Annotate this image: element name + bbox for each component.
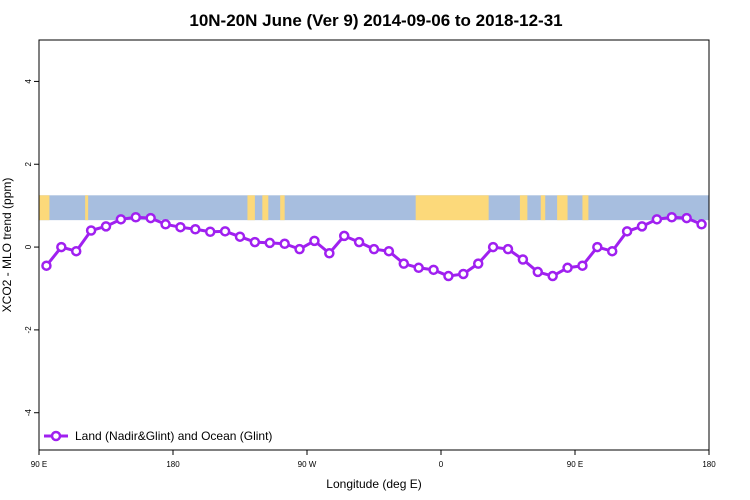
data-point — [219, 226, 231, 237]
map-band-land — [39, 195, 50, 221]
data-point — [190, 224, 201, 235]
x-tick-label: 90 E — [567, 460, 583, 469]
axes: 90 E 180 90 W 0 90 E 180 -4 -2 0 2 4 — [24, 79, 716, 469]
data-point — [85, 225, 97, 236]
data-point — [264, 237, 276, 249]
data-point — [309, 235, 320, 247]
y-axis-label: XCO2 - MLO trend (ppm) — [0, 178, 14, 313]
data-point — [428, 264, 439, 276]
data-point — [249, 236, 261, 248]
x-tick-label: 90 W — [298, 460, 317, 469]
data-point — [70, 245, 82, 257]
data-point — [696, 219, 707, 230]
data-point — [636, 221, 648, 232]
x-axis-label: Longitude (deg E) — [326, 477, 421, 491]
data-point — [592, 241, 603, 253]
map-band-land — [247, 195, 255, 221]
map-band-land — [540, 195, 546, 221]
map-band-land — [262, 195, 269, 221]
data-point — [160, 219, 171, 230]
map-band-land — [557, 195, 568, 221]
map-band-land — [85, 195, 89, 221]
data-point — [41, 260, 52, 271]
data-point — [294, 243, 305, 255]
data-point — [413, 262, 424, 274]
x-tick-label: 90 E — [31, 460, 47, 469]
series-layer — [41, 212, 707, 282]
data-point — [606, 245, 618, 257]
map-band-land — [415, 195, 489, 221]
plot-frame — [38, 39, 710, 451]
x-tick-label: 180 — [702, 460, 716, 469]
data-point — [487, 241, 499, 253]
x-tick-label: 0 — [439, 460, 444, 469]
y-tick-label: 2 — [24, 161, 33, 166]
legend-label: Land (Nadir&Glint) and Ocean (Glint) — [75, 429, 272, 443]
data-point — [502, 243, 514, 255]
data-point — [234, 231, 246, 242]
legend: Land (Nadir&Glint) and Ocean (Glint) — [44, 429, 272, 443]
chart-title: 10N-20N June (Ver 9) 2014-09-06 to 2018-… — [189, 11, 562, 30]
data-point — [383, 245, 395, 257]
data-point — [145, 212, 156, 224]
data-point — [204, 226, 216, 237]
data-point — [517, 254, 529, 265]
data-point — [56, 241, 67, 253]
map-band-land — [280, 195, 285, 221]
y-tick-label: -4 — [24, 409, 33, 417]
y-tick-label: 0 — [24, 244, 33, 249]
data-point — [279, 238, 290, 250]
data-point — [368, 243, 380, 255]
data-point — [100, 221, 112, 232]
data-point — [681, 212, 692, 224]
data-point — [324, 248, 335, 259]
data-point — [666, 212, 678, 223]
data-point — [547, 270, 558, 282]
data-point — [115, 214, 127, 225]
x-tick-label: 180 — [166, 460, 180, 469]
data-point — [577, 260, 588, 271]
legend-marker-swatch — [50, 430, 62, 442]
data-point — [472, 258, 484, 269]
map-band-land — [519, 195, 528, 221]
data-point — [532, 266, 544, 278]
data-point — [458, 268, 469, 280]
data-point — [443, 270, 454, 282]
data-point — [175, 221, 186, 233]
data-point — [562, 262, 573, 274]
data-point — [651, 214, 663, 225]
data-point — [130, 212, 142, 223]
data-point — [353, 236, 365, 248]
data-point — [621, 226, 633, 237]
y-tick-label: 4 — [24, 79, 33, 84]
data-point — [398, 258, 410, 269]
data-point — [338, 230, 350, 242]
y-tick-label: -2 — [24, 326, 33, 334]
map-band-land — [582, 195, 589, 221]
